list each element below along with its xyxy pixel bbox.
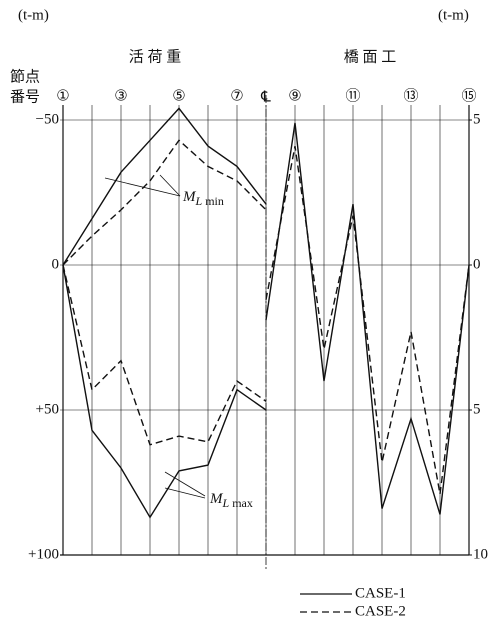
node-label: 節点 (10, 67, 40, 85)
annotation: ML min (182, 189, 224, 207)
centerline-label: ℄ (260, 89, 271, 105)
annotation-main: M (209, 491, 224, 507)
x-tick-label: ③ (114, 88, 127, 104)
y2-tick-label: 5 (473, 401, 481, 417)
x-tick-label: ① (56, 88, 69, 104)
annotation-sub: L (222, 496, 230, 510)
data-line (265, 122, 470, 515)
legend-label: CASE-1 (355, 585, 406, 601)
x-tick-label: ⑦ (230, 88, 243, 104)
x-tick-label: ⑨ (288, 88, 301, 104)
data-line (265, 145, 470, 495)
leader-line (104, 177, 181, 197)
legend-label: CASE-2 (355, 603, 406, 619)
y-tick-label: 0 (52, 256, 60, 272)
annotation-tail: min (205, 194, 224, 208)
node-label: 番号 (10, 88, 40, 105)
y-tick-label: +50 (36, 401, 59, 417)
x-tick-label: ⑤ (172, 88, 185, 104)
annotation-main: M (182, 189, 197, 205)
y2-tick-label: 0 (473, 256, 481, 272)
unit-right: (t-m) (438, 7, 469, 23)
annotation: ML max (209, 491, 253, 509)
x-tick-label: ⑬ (403, 87, 418, 104)
unit-left: (t-m) (18, 7, 49, 23)
annotation-sub: L (195, 194, 203, 208)
section-right: 橋 面 工 (344, 48, 397, 65)
data-line (62, 264, 267, 519)
leader-line (159, 174, 181, 197)
section-left: 活 荷 重 (129, 48, 182, 65)
y2-tick-label: 5 (473, 111, 481, 127)
y2-tick-label: 10 (473, 546, 488, 562)
x-tick-label: ⑮ (461, 87, 476, 104)
data-line (62, 139, 267, 266)
x-tick-label: ⑪ (345, 87, 360, 104)
y-tick-label: −50 (36, 111, 59, 127)
data-line (62, 264, 267, 446)
annotation-tail: max (232, 496, 253, 510)
leader-line (164, 471, 206, 497)
data-line (62, 107, 267, 266)
leader-line (164, 487, 206, 499)
y-tick-label: +100 (28, 546, 59, 562)
